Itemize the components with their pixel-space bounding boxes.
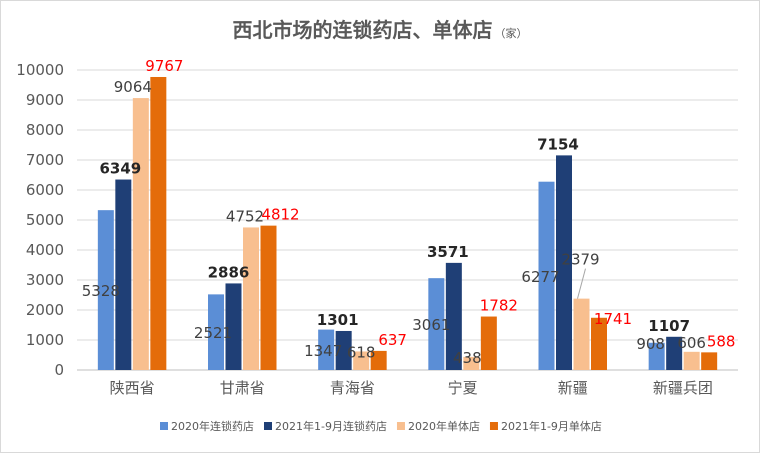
data-label: 5328 [82, 282, 120, 300]
data-label: 618 [347, 343, 376, 361]
data-label: 4812 [261, 206, 299, 224]
x-axis-ticks: 陕西省 甘肃省 青海省 宁夏 新疆 新疆兵团 [110, 379, 713, 397]
data-label: 2886 [208, 263, 250, 281]
gridlines [77, 69, 738, 371]
bar [648, 342, 665, 370]
chart-title-block: 西北市场的连锁药店、单体店 （家） [0, 14, 760, 43]
bar [370, 350, 387, 370]
bar [97, 210, 114, 370]
y-tick-label: 6000 [26, 181, 64, 199]
bar [260, 225, 277, 370]
y-tick-label: 5000 [26, 211, 64, 229]
data-label: 1782 [480, 297, 518, 315]
data-label: 3061 [412, 316, 450, 334]
bars [97, 76, 718, 371]
legend-swatch [396, 422, 405, 430]
legend-label: 2021年1-9月单体店 [501, 419, 602, 433]
bar [573, 298, 590, 370]
data-label: 438 [453, 349, 482, 367]
data-label: 4752 [226, 207, 264, 225]
legend-label: 2021年1-9月连锁药店 [275, 419, 387, 433]
data-label: 2521 [194, 324, 232, 342]
bar [556, 155, 572, 370]
y-tick-label: 3000 [26, 271, 64, 289]
bar [701, 352, 718, 370]
bar [666, 336, 683, 370]
x-tick-label: 陕西省 [110, 379, 155, 397]
legend-label: 2020年连锁药店 [171, 419, 254, 433]
legend-swatch [489, 422, 498, 430]
data-label: 1347 [304, 342, 342, 360]
data-label: 7154 [537, 135, 579, 153]
data-label: 1741 [594, 310, 632, 328]
bar [318, 329, 335, 370]
x-tick-label: 新疆 [558, 379, 588, 397]
bar [591, 317, 607, 370]
x-tick-label: 宁夏 [448, 379, 478, 397]
data-label: 1107 [648, 317, 690, 335]
bar [115, 179, 132, 370]
legend-swatch [160, 422, 168, 430]
y-tick-label: 0 [54, 361, 64, 379]
bar [225, 283, 242, 370]
x-tick-label: 甘肃省 [220, 379, 265, 397]
bar [480, 316, 497, 370]
leader-line [577, 268, 586, 299]
data-label: 9064 [114, 78, 152, 96]
legend-label: 2020年单体店 [408, 419, 480, 433]
bar [683, 351, 700, 370]
y-tick-label: 2000 [26, 301, 64, 319]
data-label: 2379 [561, 251, 599, 269]
x-tick-label: 青海省 [330, 379, 375, 397]
data-label: 637 [378, 331, 407, 349]
bar [463, 356, 480, 370]
bar [132, 98, 149, 370]
data-label: 3571 [427, 243, 469, 261]
data-label: 6349 [99, 160, 141, 178]
y-tick-label: 1000 [26, 331, 64, 349]
bar [353, 351, 370, 370]
bar [243, 227, 259, 370]
legend: 2020年连锁药店 2021年1-9月连锁药店 2020年单体店 2021年1-9月单… [160, 419, 602, 433]
data-label: 588 [707, 332, 736, 350]
y-tick-label: 9000 [26, 91, 64, 109]
y-tick-label: 8000 [26, 121, 64, 139]
legend-swatch [264, 422, 272, 430]
data-label: 9767 [145, 57, 183, 75]
bar [445, 262, 462, 370]
data-label: 606 [677, 334, 706, 352]
y-tick-label: 7000 [26, 151, 64, 169]
bar [428, 278, 445, 370]
bar [150, 76, 167, 371]
y-tick-label: 10000 [16, 61, 64, 79]
bar [538, 181, 555, 370]
chart-unit: （家） [494, 27, 528, 40]
data-label: 1301 [317, 311, 359, 329]
y-axis-ticks: 0 1000 2000 3000 4000 5000 6000 7000 8000 9000 100… [16, 61, 64, 379]
y-tick-label: 4000 [26, 241, 64, 259]
data-label: 6277 [521, 268, 559, 286]
x-tick-label: 新疆兵团 [653, 379, 713, 397]
chart-title: 西北市场的连锁药店、单体店 [232, 18, 493, 42]
bar [335, 330, 352, 370]
data-label: 908 [636, 335, 665, 353]
bar [208, 294, 224, 370]
